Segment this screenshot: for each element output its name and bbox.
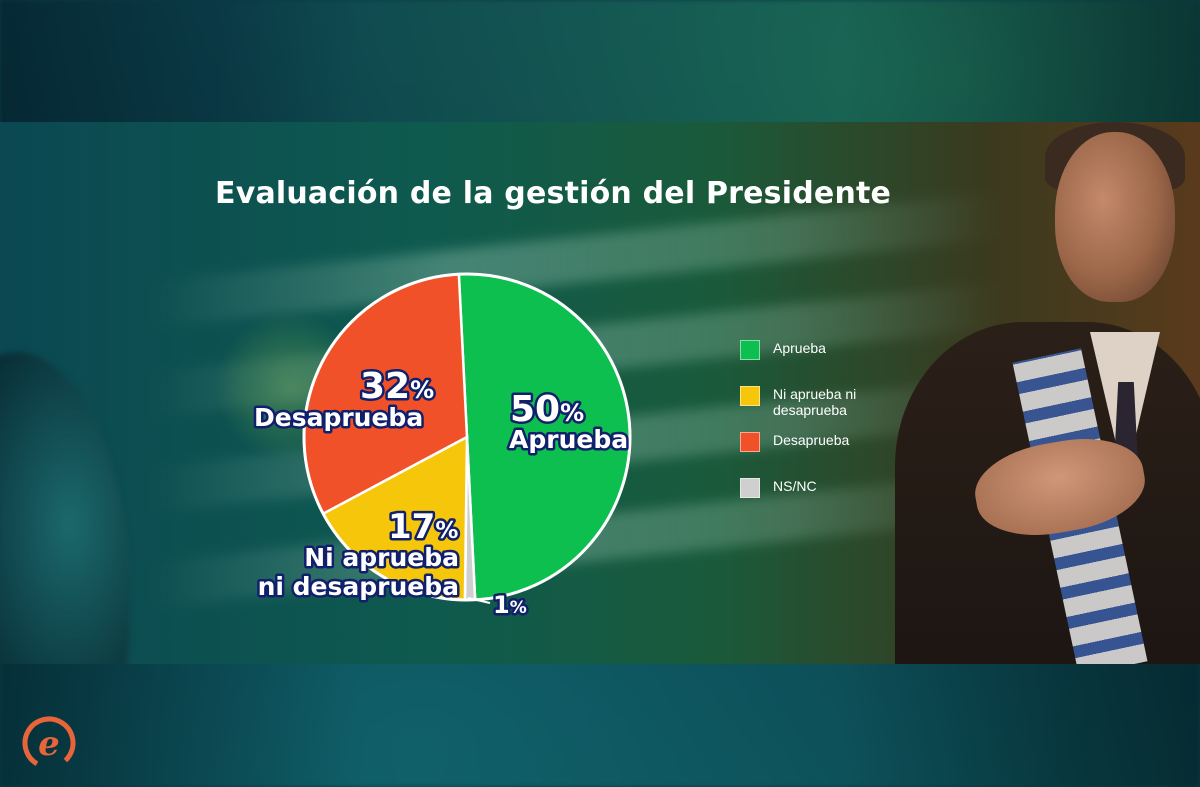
e-logo-icon: e [22,716,76,770]
ni-value-label: 17% [388,507,458,547]
legend-swatch [740,478,760,498]
nsnc-value-label: 1% [493,591,527,619]
aprueba-name-label: Aprueba [509,425,628,454]
legend-label: Aprueba [773,340,826,356]
legend-item-nsnc: NS/NC [740,478,883,498]
legend-item-aprueba: Aprueba [740,340,883,360]
ni-name-label-line2: ni desaprueba [258,572,459,601]
legend-swatch [740,386,760,406]
legend-swatch [740,340,760,360]
legend-label: NS/NC [773,478,817,494]
legend-swatch [740,432,760,452]
legend-item-desaprueba: Desaprueba [740,432,883,452]
nsnc-leader-line [467,597,491,604]
ni-name-label-line1: Ni aprueba [304,543,459,572]
logo-letter: e [38,724,60,764]
legend-label: Ni aprueba ni desaprueba [773,386,857,418]
face [1055,132,1175,302]
legend-label: Desaprueba [773,432,850,448]
desaprueba-value-label: 32% [360,366,434,407]
aprueba-value-label: 50% [510,389,584,430]
chart-title: Evaluación de la gestión del Presidente [215,176,892,211]
legend-item-ni-aprueba: Ni aprueba ni desaprueba [740,386,883,418]
president-photo [895,122,1200,664]
pie-outline [302,272,632,602]
desaprueba-name-label: Desaprueba [254,403,423,432]
